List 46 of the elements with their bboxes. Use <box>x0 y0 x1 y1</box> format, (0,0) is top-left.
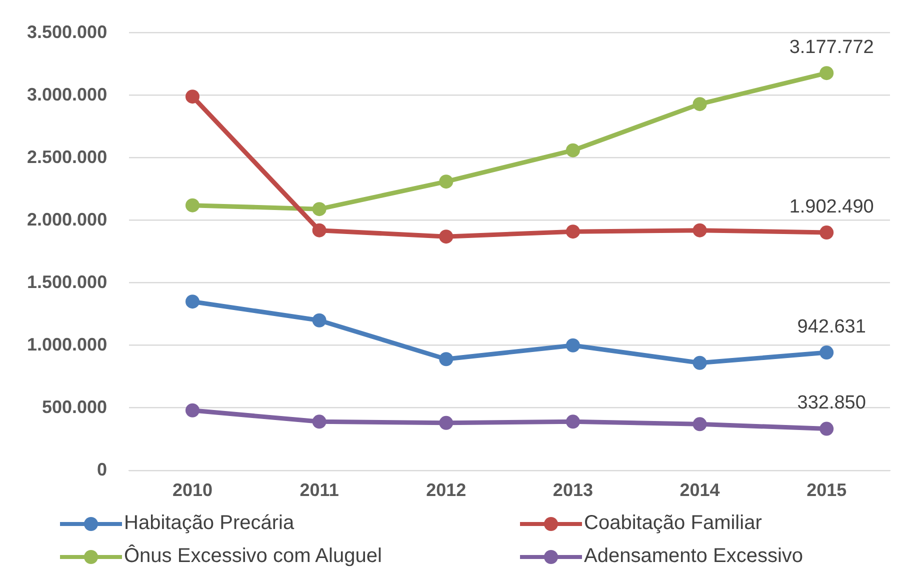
point <box>185 403 200 418</box>
point <box>820 422 834 436</box>
y-tick-label: 3.500.000 <box>27 22 108 42</box>
data-label: 942.631 <box>797 316 866 338</box>
point <box>439 352 454 366</box>
point <box>566 143 580 158</box>
point <box>185 90 200 104</box>
y-tick-label: 2.000.000 <box>27 209 108 230</box>
point <box>185 294 200 309</box>
x-tick-label: 2013 <box>552 480 593 500</box>
x-tick-label: 2015 <box>806 480 847 500</box>
x-tick-label: 2010 <box>172 480 213 500</box>
x-tick-label: 2011 <box>300 480 339 500</box>
y-tick-label: 0 <box>97 459 108 480</box>
point <box>312 414 326 429</box>
point <box>439 230 454 244</box>
data-label: 332.850 <box>797 392 866 414</box>
point <box>439 174 454 189</box>
y-tick-label: 1.000.000 <box>27 334 108 354</box>
legend-label: Adensamento Excessivo <box>584 545 804 568</box>
point <box>439 416 454 430</box>
point <box>692 356 707 370</box>
point <box>692 417 707 432</box>
point <box>692 223 707 238</box>
legend-label: Ônus Excessivo com Aluguel <box>124 545 382 568</box>
x-tick-label: 2014 <box>680 480 720 500</box>
point <box>312 313 326 328</box>
legend-label: Habitação Precária <box>124 512 294 535</box>
y-tick-label: 3.000.000 <box>27 84 108 104</box>
y-tick-label: 500.000 <box>42 396 108 417</box>
x-tick-label: 2012 <box>426 480 466 500</box>
point <box>566 224 580 239</box>
point <box>820 346 834 360</box>
data-label: 3.177.772 <box>789 36 874 58</box>
point <box>820 66 834 80</box>
point <box>692 97 707 112</box>
point <box>820 226 834 240</box>
point <box>185 198 200 212</box>
data-label: 1.902.490 <box>789 196 874 218</box>
y-tick-label: 1.500.000 <box>27 272 108 292</box>
y-tick-label: 2.500.000 <box>27 146 108 167</box>
point <box>312 202 326 216</box>
point <box>566 338 580 352</box>
point <box>566 414 580 429</box>
point <box>312 223 326 238</box>
legend-label: Coabitação Familiar <box>584 512 762 535</box>
